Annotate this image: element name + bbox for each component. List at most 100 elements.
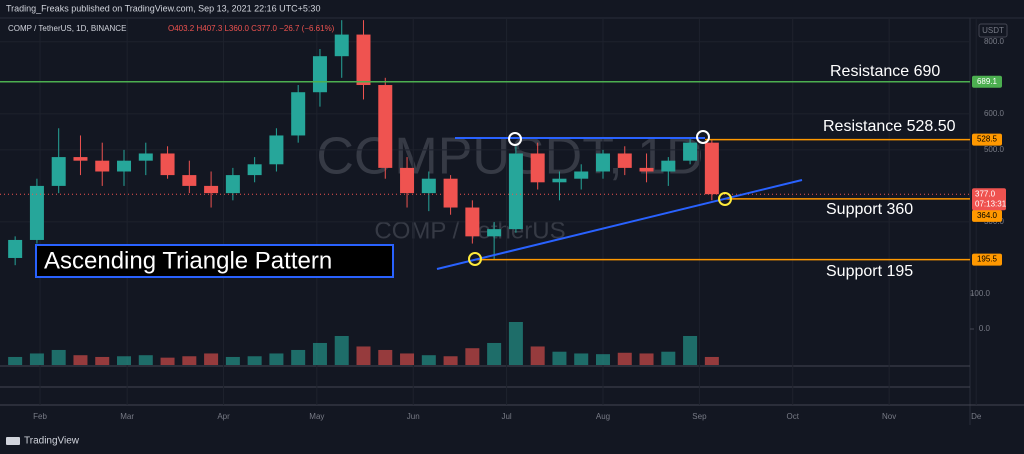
volume-bar [334,335,349,365]
candle-body [356,34,371,86]
candle-body [617,153,632,168]
volume-bar [617,352,632,365]
price-label: 689.1 [977,77,998,86]
price-label: 364.0 [977,211,998,220]
candle-body [378,85,393,168]
annotation: Support 360 [826,201,913,218]
candle-body [683,142,698,161]
pivot-marker [468,252,482,266]
candle-body [73,157,88,161]
candle-body [291,92,306,136]
x-tick-label: Nov [882,412,896,421]
volume-bar [117,356,132,365]
volume-bar [8,356,23,365]
volume-bar [683,335,698,365]
volume-bar [530,346,545,365]
x-tick-label: Apr [217,412,230,421]
volume-bar [639,353,654,365]
x-tick-label: Oct [786,412,799,421]
x-tick-label: Aug [596,412,610,421]
volume-bar [487,342,502,365]
volume-bar [291,349,306,365]
volume-bar [95,356,110,365]
annotation: Resistance 528.50 [823,118,956,135]
volume-bar [400,353,415,365]
volume-bar [443,356,458,365]
header: Trading_Freaks published on TradingView.… [6,3,320,13]
volume-bar [160,357,175,365]
y-tick-label: 500.0 [984,145,1005,154]
logo [6,437,20,445]
price-label-box [972,209,1002,222]
candle-body [661,160,676,172]
countdown: 07:13:31 [975,199,1007,208]
candle-body [704,142,719,195]
candle-body [51,157,66,186]
candle-body [269,135,284,165]
pattern-box [35,244,394,278]
volume-bar [421,355,436,365]
currency: USDT [982,26,1004,35]
volume-bar [312,342,327,365]
last-price-box [972,188,1006,211]
volume-bar [247,356,262,365]
candle-body [95,160,110,172]
candle-body [639,167,654,172]
candle-body [160,153,175,176]
x-tick-label: Feb [33,412,47,421]
candle-body [247,164,262,176]
volume-bar [378,349,393,365]
footer-bar [0,428,1024,454]
volume-bar [595,354,610,365]
pivot-marker [508,132,522,146]
x-tick-label: De [971,412,982,421]
candle-body [530,153,545,183]
volume-bar [269,353,284,365]
volume-bar [225,356,240,365]
last-price-label: 377.0 [975,189,996,198]
price-label: 528.5 [977,135,998,144]
candle-body [595,153,610,172]
candle-body [312,56,327,93]
volume-bar [29,353,44,365]
candle-body [508,153,523,230]
price-label-box [972,75,1002,88]
pattern-label: Ascending Triangle Pattern [44,247,332,274]
candle-body [334,34,349,57]
volume-tick-label: 100.0 [970,289,991,298]
x-tick-label: May [309,412,324,421]
x-tick-label: Mar [120,412,134,421]
y-tick-label: 800.0 [984,37,1005,46]
volume-bar [465,348,480,365]
price-label-box [972,133,1002,146]
candle-body [204,185,219,194]
candle-body [552,178,567,183]
candle-body [117,160,132,172]
volume-bar [508,322,523,365]
pivot-marker [718,192,732,206]
legend: COMP / TetherUS, 1D, BINANCE [8,24,126,33]
volume-bar [356,346,371,365]
volume-bar [73,355,88,365]
trend-line [436,179,803,270]
x-tick-label: Jun [407,412,420,421]
candle-body [465,207,480,237]
candle-body [29,185,44,240]
plot [0,18,977,405]
volume-bar [552,351,567,365]
candle-body [138,153,153,161]
volume-bar [661,351,676,365]
candle-body [225,175,240,194]
candle-body [574,171,589,179]
volume-bar [204,353,219,365]
annotation: Resistance 690 [830,63,940,80]
volume-bar [182,356,197,365]
candle-body [182,175,197,186]
candle-body [400,167,415,194]
price-label-box [972,253,1002,266]
volume-bar [51,349,66,365]
candle-body [8,239,23,258]
footer: TradingView [24,436,80,447]
y-tick-label: 600.0 [984,109,1005,118]
